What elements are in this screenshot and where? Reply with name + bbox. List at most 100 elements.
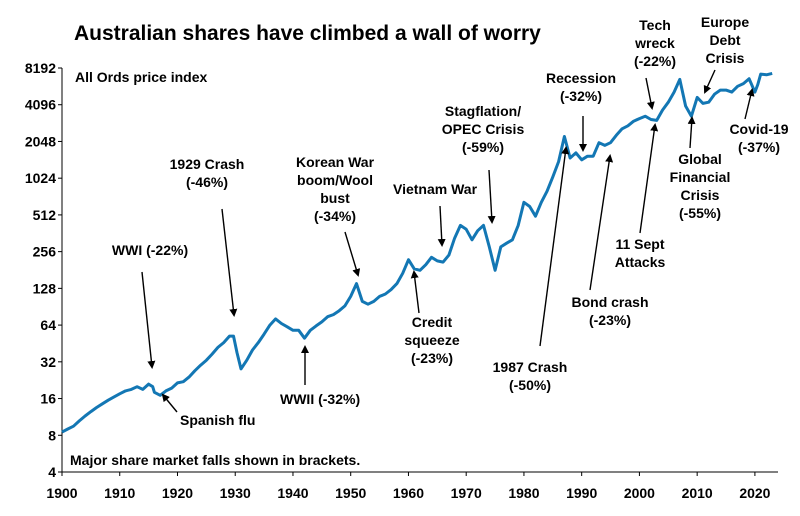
x-tick-label: 1940: [277, 485, 308, 501]
annotations-group: WWI (-22%) Spanish flu 1929 Crash (-46%) WWI…: [112, 14, 789, 428]
annotation-wwii: WWII (-32%): [280, 345, 360, 407]
annotation-line: squeeze: [404, 332, 459, 348]
annotation-label: Spanish flu: [180, 412, 255, 428]
annotation-line: (-55%): [679, 205, 721, 221]
x-tick-label: 2020: [739, 485, 770, 501]
annotation-line: Crisis: [681, 187, 720, 203]
annotation-label: 1929 Crash (-46%): [170, 156, 245, 190]
annotation-label: Bond crash (-23%): [571, 294, 648, 328]
annotation-line: Korean War: [296, 154, 375, 170]
annotation-gfc: Global Financial Crisis (-55%): [670, 116, 731, 221]
annotation-label: Korean War boom/Wool bust (-34%): [296, 154, 375, 224]
annotation-line: Spanish flu: [180, 412, 255, 428]
annotation-arrow: [161, 393, 178, 413]
annotation-arrow: [539, 146, 570, 347]
annotation-bond: Bond crash (-23%): [571, 154, 649, 328]
annotation-spanish: Spanish flu: [161, 393, 255, 428]
y-tick-label: 8192: [25, 60, 56, 76]
annotation-crash1929: 1929 Crash (-46%): [170, 156, 245, 317]
annotation-arrow: [437, 205, 446, 247]
annotation-label: 1987 Crash (-50%): [493, 359, 568, 393]
annotation-line: Tech: [639, 17, 671, 33]
x-tick-label: 2010: [682, 485, 713, 501]
annotation-line: Attacks: [615, 254, 666, 270]
annotation-sept11: 11 Sept Attacks: [615, 123, 666, 270]
annotation-line: (-23%): [589, 312, 631, 328]
chart-title: Australian shares have climbed a wall of…: [74, 22, 541, 45]
y-tick-label: 16: [40, 391, 56, 407]
y-tick-label: 128: [33, 280, 57, 296]
chart-footnote: Major share market falls shown in bracke…: [70, 452, 360, 468]
annotation-arrow: [487, 169, 496, 224]
annotation-label: Tech wreck (-22%): [634, 17, 676, 69]
annotation-line: (-34%): [314, 208, 356, 224]
x-tick-label: 1970: [451, 485, 482, 501]
annotation-label: Stagflation/OPEC Crisis (-59%): [442, 103, 525, 155]
annotation-vietnam: Vietnam War: [393, 181, 478, 247]
x-tick-label: 1950: [335, 485, 366, 501]
annotation-line: 1987 Crash: [493, 359, 568, 375]
series-line: [61, 71, 773, 434]
annotation-line: Global: [678, 151, 722, 167]
annotation-line: wreck: [634, 35, 675, 51]
x-tick-label: 1960: [393, 485, 424, 501]
annotation-arrow: [645, 77, 655, 110]
chart-subtitle: All Ords price index: [75, 69, 207, 85]
y-tick-label: 64: [40, 317, 56, 333]
x-tick-label: 1930: [220, 485, 251, 501]
x-tick-label: 1920: [162, 485, 193, 501]
x-tick-label: 1910: [104, 485, 135, 501]
annotation-arrow: [221, 208, 238, 317]
annotation-stagflation: Stagflation/OPEC Crisis (-59%): [442, 103, 525, 224]
annotation-line: bust: [320, 190, 350, 206]
annotation-line: WWI (-22%): [112, 242, 188, 258]
annotation-arrow: [703, 69, 716, 94]
y-tick-label: 1024: [25, 170, 56, 186]
annotation-label: Vietnam War: [393, 181, 478, 197]
annotation-covid: Covid-19 (-37%): [729, 88, 789, 155]
annotation-arrow: [589, 154, 614, 291]
annotation-techwreck: Tech wreck (-22%): [634, 17, 676, 110]
annotation-line: 1929 Crash: [170, 156, 245, 172]
annotation-label: Global Financial Crisis (-55%): [670, 151, 731, 221]
y-tick-label: 8: [48, 427, 56, 443]
x-tick-label: 2000: [624, 485, 655, 501]
y-tick-label: 4: [48, 464, 56, 480]
annotation-line: Financial: [670, 169, 731, 185]
annotation-arrow: [344, 231, 361, 277]
y-tick-label: 32: [40, 354, 56, 370]
annotation-line: Credit: [412, 314, 453, 330]
annotation-line: Vietnam War: [393, 181, 478, 197]
annotation-line: 11 Sept: [615, 236, 664, 252]
y-tick-label: 4096: [25, 97, 56, 113]
annotation-credit: Credit squeeze (-23%): [404, 270, 460, 366]
annotation-line: Europe: [701, 14, 749, 30]
annotation-line: OPEC Crisis: [442, 121, 525, 137]
axis-ticks: 8192 4096 2048 1024 512 256 128 64 32 16 8 4 1900 191…: [25, 60, 771, 501]
annotation-arrow: [687, 116, 696, 149]
annotation-line: boom/Wool: [297, 172, 373, 188]
annotation-arrow: [639, 123, 659, 234]
annotation-korean: Korean War boom/Wool bust (-34%): [296, 154, 375, 277]
x-tick-label: 1980: [508, 485, 539, 501]
y-tick-label: 512: [33, 207, 57, 223]
annotation-label: Europe Debt Crisis: [701, 14, 749, 66]
annotation-line: WWII (-32%): [280, 391, 360, 407]
annotation-line: Debt: [709, 32, 740, 48]
y-tick-label: 256: [33, 244, 57, 260]
annotation-arrow: [141, 271, 156, 369]
annotation-line: (-32%): [560, 88, 602, 104]
annotation-arrow: [744, 88, 755, 120]
annotation-line: Covid-19: [729, 121, 788, 137]
annotation-line: (-46%): [186, 174, 228, 190]
annotation-line: (-22%): [634, 53, 676, 69]
annotation-line: (-23%): [411, 350, 453, 366]
annotation-label: 11 Sept Attacks: [615, 236, 666, 270]
series-group: [61, 71, 773, 434]
annotation-line: Bond crash: [571, 294, 648, 310]
annotation-wwi: WWI (-22%): [112, 242, 188, 369]
annotation-label: WWII (-32%): [280, 391, 360, 407]
y-tick-label: 2048: [25, 133, 56, 149]
x-tick-label: 1900: [46, 485, 77, 501]
